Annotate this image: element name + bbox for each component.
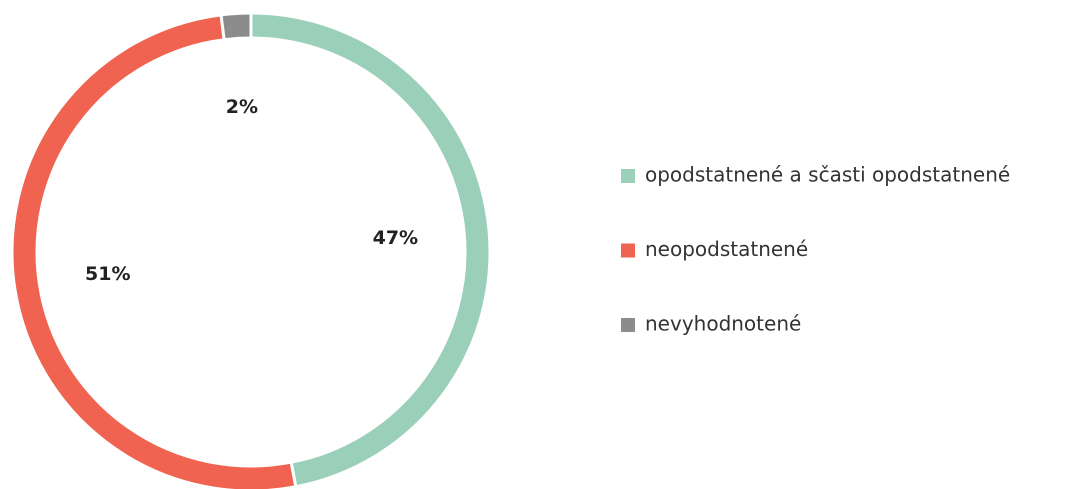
- data-label: 51%: [85, 263, 130, 285]
- legend-swatch: [621, 169, 635, 183]
- legend-label: opodstatnené a sčasti opodstatnené: [645, 163, 1010, 187]
- data-label: 2%: [226, 96, 258, 118]
- legend-label: nevyhodnotené: [645, 312, 801, 336]
- donut-segment: [219, 11, 253, 42]
- legend-label: neopodstatnené: [645, 237, 808, 261]
- donut-segment: [249, 11, 492, 489]
- legend-swatch: [621, 243, 635, 258]
- donut-segment: [10, 13, 298, 489]
- data-label: 47%: [373, 227, 418, 249]
- legend-swatch: [621, 318, 635, 332]
